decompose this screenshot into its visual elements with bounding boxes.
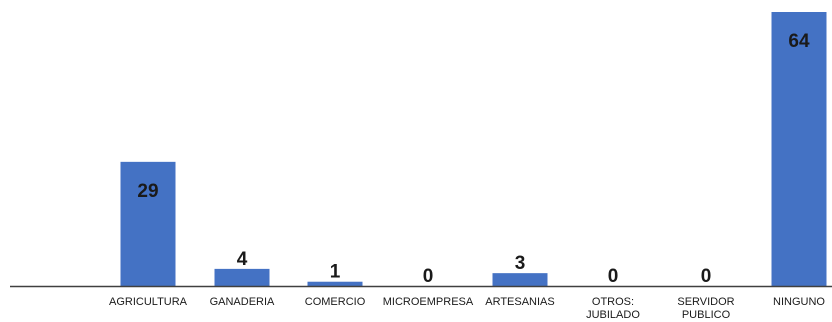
bar-comercio: [307, 281, 363, 286]
category-label: NINGUNO: [773, 296, 825, 308]
bar-ganaderia: [214, 268, 270, 286]
category-label: SERVIDOR PUBLICO: [677, 296, 734, 321]
data-label: 0: [423, 266, 434, 287]
category-label: AGRICULTURA: [109, 296, 188, 308]
data-label: 4: [237, 249, 248, 270]
category-label: COMERCIO: [305, 296, 366, 308]
bar-artesanias: [492, 273, 548, 286]
data-label: 3: [515, 253, 526, 274]
data-label: 0: [701, 266, 712, 287]
bar-ninguno: [771, 12, 827, 286]
category-label: OTROS: JUBILADO: [586, 296, 640, 321]
data-label: 64: [788, 31, 810, 52]
data-label: 29: [137, 181, 158, 202]
data-label: 0: [608, 266, 619, 287]
category-label: ARTESANIAS: [485, 296, 555, 308]
category-label: MICROEMPRESA: [383, 296, 474, 308]
data-labels-group: 29 4 1 0 3 0 0 64: [137, 31, 810, 287]
bars-group: [120, 12, 827, 286]
category-labels-group: AGRICULTURA GANADERIA COMERCIO MICROEMPRESA…: [109, 296, 825, 321]
category-label: GANADERIA: [210, 296, 275, 308]
data-label: 1: [330, 262, 341, 283]
bar-agricultura: [120, 161, 176, 286]
